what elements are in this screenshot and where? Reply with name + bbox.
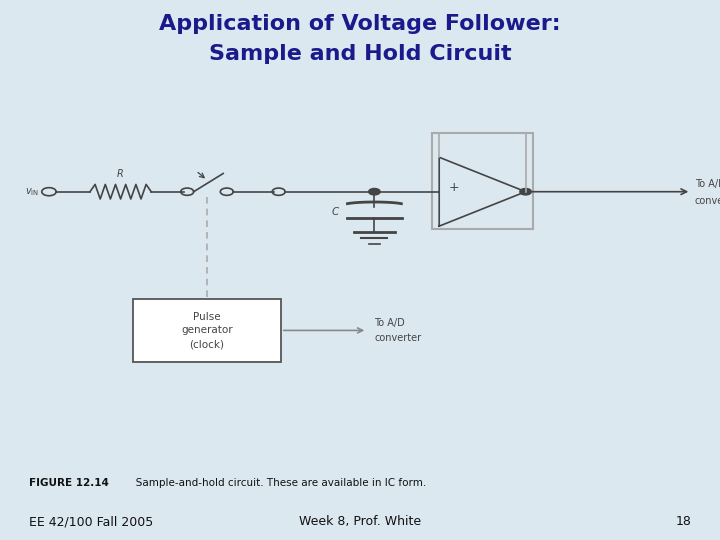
Text: R: R xyxy=(117,168,124,179)
Text: (clock): (clock) xyxy=(189,339,225,349)
Text: Application of Voltage Follower:: Application of Voltage Follower: xyxy=(159,14,561,33)
Text: generator: generator xyxy=(181,326,233,335)
Circle shape xyxy=(520,188,531,195)
Text: EE 42/100 Fall 2005: EE 42/100 Fall 2005 xyxy=(29,515,153,528)
Circle shape xyxy=(369,188,380,195)
Text: To A/D: To A/D xyxy=(374,318,405,328)
Text: Pulse: Pulse xyxy=(193,312,221,322)
Text: C: C xyxy=(331,207,338,217)
Text: FIGURE 12.14: FIGURE 12.14 xyxy=(29,478,109,488)
Text: $v_{\rm IN}$: $v_{\rm IN}$ xyxy=(25,186,40,198)
Text: Week 8, Prof. White: Week 8, Prof. White xyxy=(299,515,421,528)
Text: Sample and Hold Circuit: Sample and Hold Circuit xyxy=(209,44,511,64)
Text: converter: converter xyxy=(695,195,720,206)
Bar xyxy=(432,133,533,230)
Text: 18: 18 xyxy=(675,515,691,528)
Text: +: + xyxy=(449,181,459,194)
Text: To A/D: To A/D xyxy=(695,179,720,190)
Bar xyxy=(133,299,281,362)
Text: converter: converter xyxy=(374,333,421,343)
Text: Sample-and-hold circuit. These are available in IC form.: Sample-and-hold circuit. These are avail… xyxy=(126,478,426,488)
